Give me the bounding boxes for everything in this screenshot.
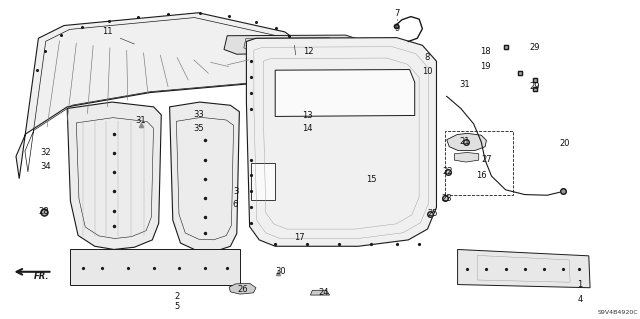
Text: 30: 30 [275, 267, 285, 276]
Text: 29: 29 [530, 43, 540, 52]
Text: 4: 4 [577, 295, 582, 304]
Polygon shape [458, 249, 590, 288]
Polygon shape [447, 133, 486, 151]
Text: 12: 12 [303, 47, 314, 56]
Text: 35: 35 [193, 124, 204, 133]
Text: 34: 34 [41, 162, 51, 171]
Polygon shape [170, 102, 239, 251]
Bar [445, 131, 513, 195]
Text: 25: 25 [428, 209, 438, 218]
Text: 19: 19 [480, 62, 490, 70]
Polygon shape [16, 13, 307, 179]
Text: S9V4B4920C: S9V4B4920C [598, 310, 639, 315]
Text: 14: 14 [302, 124, 312, 133]
Text: FR.: FR. [34, 272, 49, 281]
Text: 6: 6 [233, 200, 238, 209]
Text: 5: 5 [174, 302, 179, 311]
Text: 18: 18 [480, 47, 490, 56]
Text: 28: 28 [38, 207, 49, 216]
Text: 17: 17 [294, 233, 305, 242]
Text: 27: 27 [481, 155, 492, 164]
Polygon shape [454, 152, 479, 162]
Text: 2: 2 [174, 292, 179, 300]
Text: 1: 1 [577, 280, 582, 289]
Text: 10: 10 [422, 67, 433, 76]
Polygon shape [251, 163, 275, 200]
Text: 29: 29 [530, 82, 540, 91]
Text: 22: 22 [443, 167, 453, 176]
Text: 16: 16 [476, 171, 486, 180]
Polygon shape [229, 283, 256, 294]
Text: 24: 24 [319, 288, 329, 297]
Text: 11: 11 [102, 27, 113, 36]
Text: 9: 9 [394, 24, 399, 33]
Polygon shape [310, 290, 330, 295]
Text: 31: 31 [136, 116, 146, 125]
Polygon shape [246, 38, 436, 246]
Text: 20: 20 [560, 139, 570, 148]
Text: 3: 3 [233, 187, 238, 196]
Polygon shape [67, 102, 161, 249]
Polygon shape [224, 35, 357, 54]
Text: 33: 33 [193, 110, 204, 119]
Text: 26: 26 [238, 285, 248, 294]
Text: 32: 32 [41, 148, 51, 157]
Text: 13: 13 [302, 111, 312, 120]
Text: 7: 7 [394, 9, 399, 18]
Text: 31: 31 [460, 80, 470, 89]
Text: 8: 8 [425, 53, 430, 62]
Text: 15: 15 [366, 175, 376, 184]
Polygon shape [275, 70, 415, 116]
Text: 23: 23 [442, 194, 452, 203]
Polygon shape [70, 249, 240, 285]
Text: 21: 21 [460, 137, 470, 146]
